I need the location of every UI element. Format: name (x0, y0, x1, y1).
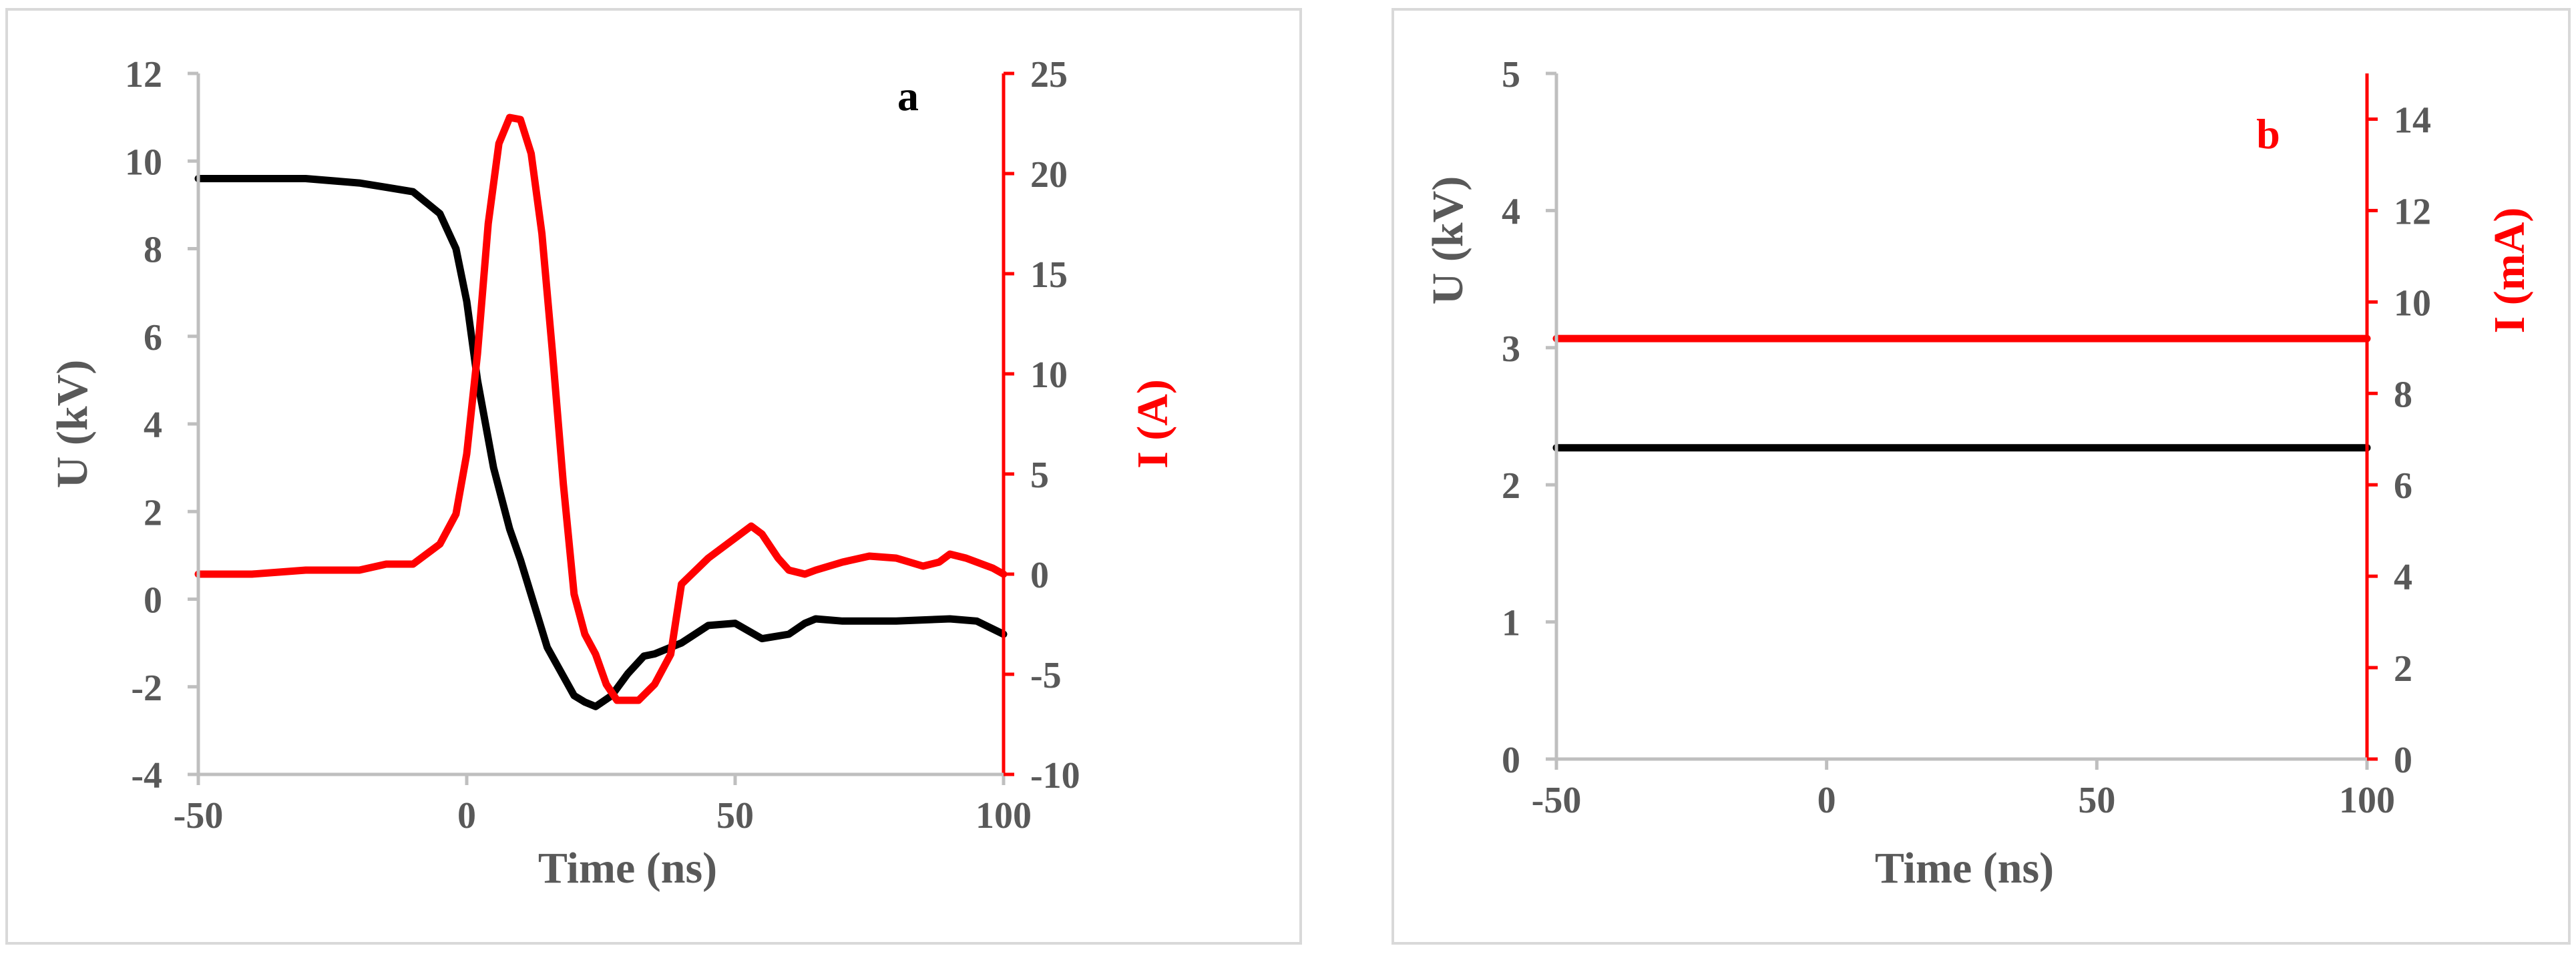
panel-a-y-right-tick-label: 20 (1030, 154, 1068, 196)
panel-a-y-tick-label: 4 (144, 405, 162, 446)
panel-a-series-voltage-line (194, 175, 1008, 710)
panel-b-y-right-tick-label: 10 (2394, 282, 2431, 324)
panel-b-y-right-axis-title: I (mA) (2485, 208, 2534, 334)
panel-b-axes-layer (1554, 73, 2369, 761)
panel-a-y-tick-label: 10 (125, 142, 162, 183)
panel-a-y-right-tick-label: -10 (1030, 755, 1080, 796)
panel-b-x-axis-title: Time (ns) (1875, 844, 2054, 893)
panel-b-series-layer (1552, 334, 2371, 452)
panel-a-x-tick-label: 100 (976, 795, 1032, 836)
panel-b-y-tick-label: 1 (1502, 603, 1520, 644)
panel-b-y-right-tick-label: 2 (2394, 648, 2412, 690)
panel-a-x-axis-title: Time (ns) (538, 844, 717, 893)
panel-a-y-axis-title: U (kV) (48, 360, 97, 489)
panel-a-y-right-tick-label: 25 (1030, 54, 1068, 95)
panel-b-x-tick-label: 50 (2078, 780, 2115, 821)
panel-a-y-tick-label: 8 (144, 230, 162, 271)
panel-a-y-tick-label: -2 (131, 668, 162, 709)
panel-b-y-right-tick-label: 4 (2394, 557, 2412, 598)
panel-b-y-tick-label: 3 (1502, 328, 1520, 370)
panel-b-x-tick-label: -50 (1532, 780, 1582, 821)
panel-a-y-right-axis-title: I (A) (1128, 379, 1177, 469)
panel-b-y-right-tick-label: 12 (2394, 191, 2431, 232)
panel-a-y-tick-label: 2 (144, 492, 162, 533)
panel-a-x-tick-label: 0 (457, 795, 476, 836)
panel-a-y-tick-label: -4 (131, 755, 162, 796)
panel-a-y-tick-label: 6 (144, 317, 162, 358)
panel-a-x-tick-label: -50 (174, 795, 224, 836)
panel-b-label: b (2256, 110, 2280, 158)
panel-b-y-right-tick-label: 8 (2394, 374, 2412, 415)
panel-a-series-layer (194, 113, 1008, 710)
panel-a-y-right-tick-label: 15 (1030, 254, 1068, 296)
panel-b-y-tick-label: 4 (1502, 191, 1520, 232)
panel-b-x-tick-label: 0 (1817, 780, 1836, 821)
panel-a-frame (5, 8, 1302, 945)
panel-a-label: a (897, 72, 919, 120)
panel-a-y-tick-label: 0 (144, 580, 162, 622)
panel-a-series-current-line (194, 113, 1008, 704)
panel-a-y-tick-label: 12 (125, 54, 162, 95)
panel-b-y-tick-label: 0 (1502, 740, 1520, 781)
panel-a-x-tick-label: 50 (716, 795, 754, 836)
panel-b-y-right-tick-label: 6 (2394, 465, 2412, 507)
panel-b-y-tick-label: 5 (1502, 54, 1520, 95)
panel-b-frame (1391, 8, 2571, 945)
panel-a-y-right-tick-label: 5 (1030, 455, 1049, 496)
panel-b-y-right-tick-label: 0 (2394, 740, 2412, 781)
panel-a-y-right-tick-label: 0 (1030, 555, 1049, 596)
panel-a-y-right-tick-label: 10 (1030, 354, 1068, 396)
panel-b-x-tick-label: 100 (2339, 780, 2395, 821)
panel-a-y-right-tick-label: -5 (1030, 655, 1062, 696)
panel-b-y-right-tick-label: 14 (2394, 99, 2431, 141)
panel-b-y-tick-label: 2 (1502, 465, 1520, 507)
panel-b-y-axis-title: U (kV) (1424, 176, 1472, 305)
